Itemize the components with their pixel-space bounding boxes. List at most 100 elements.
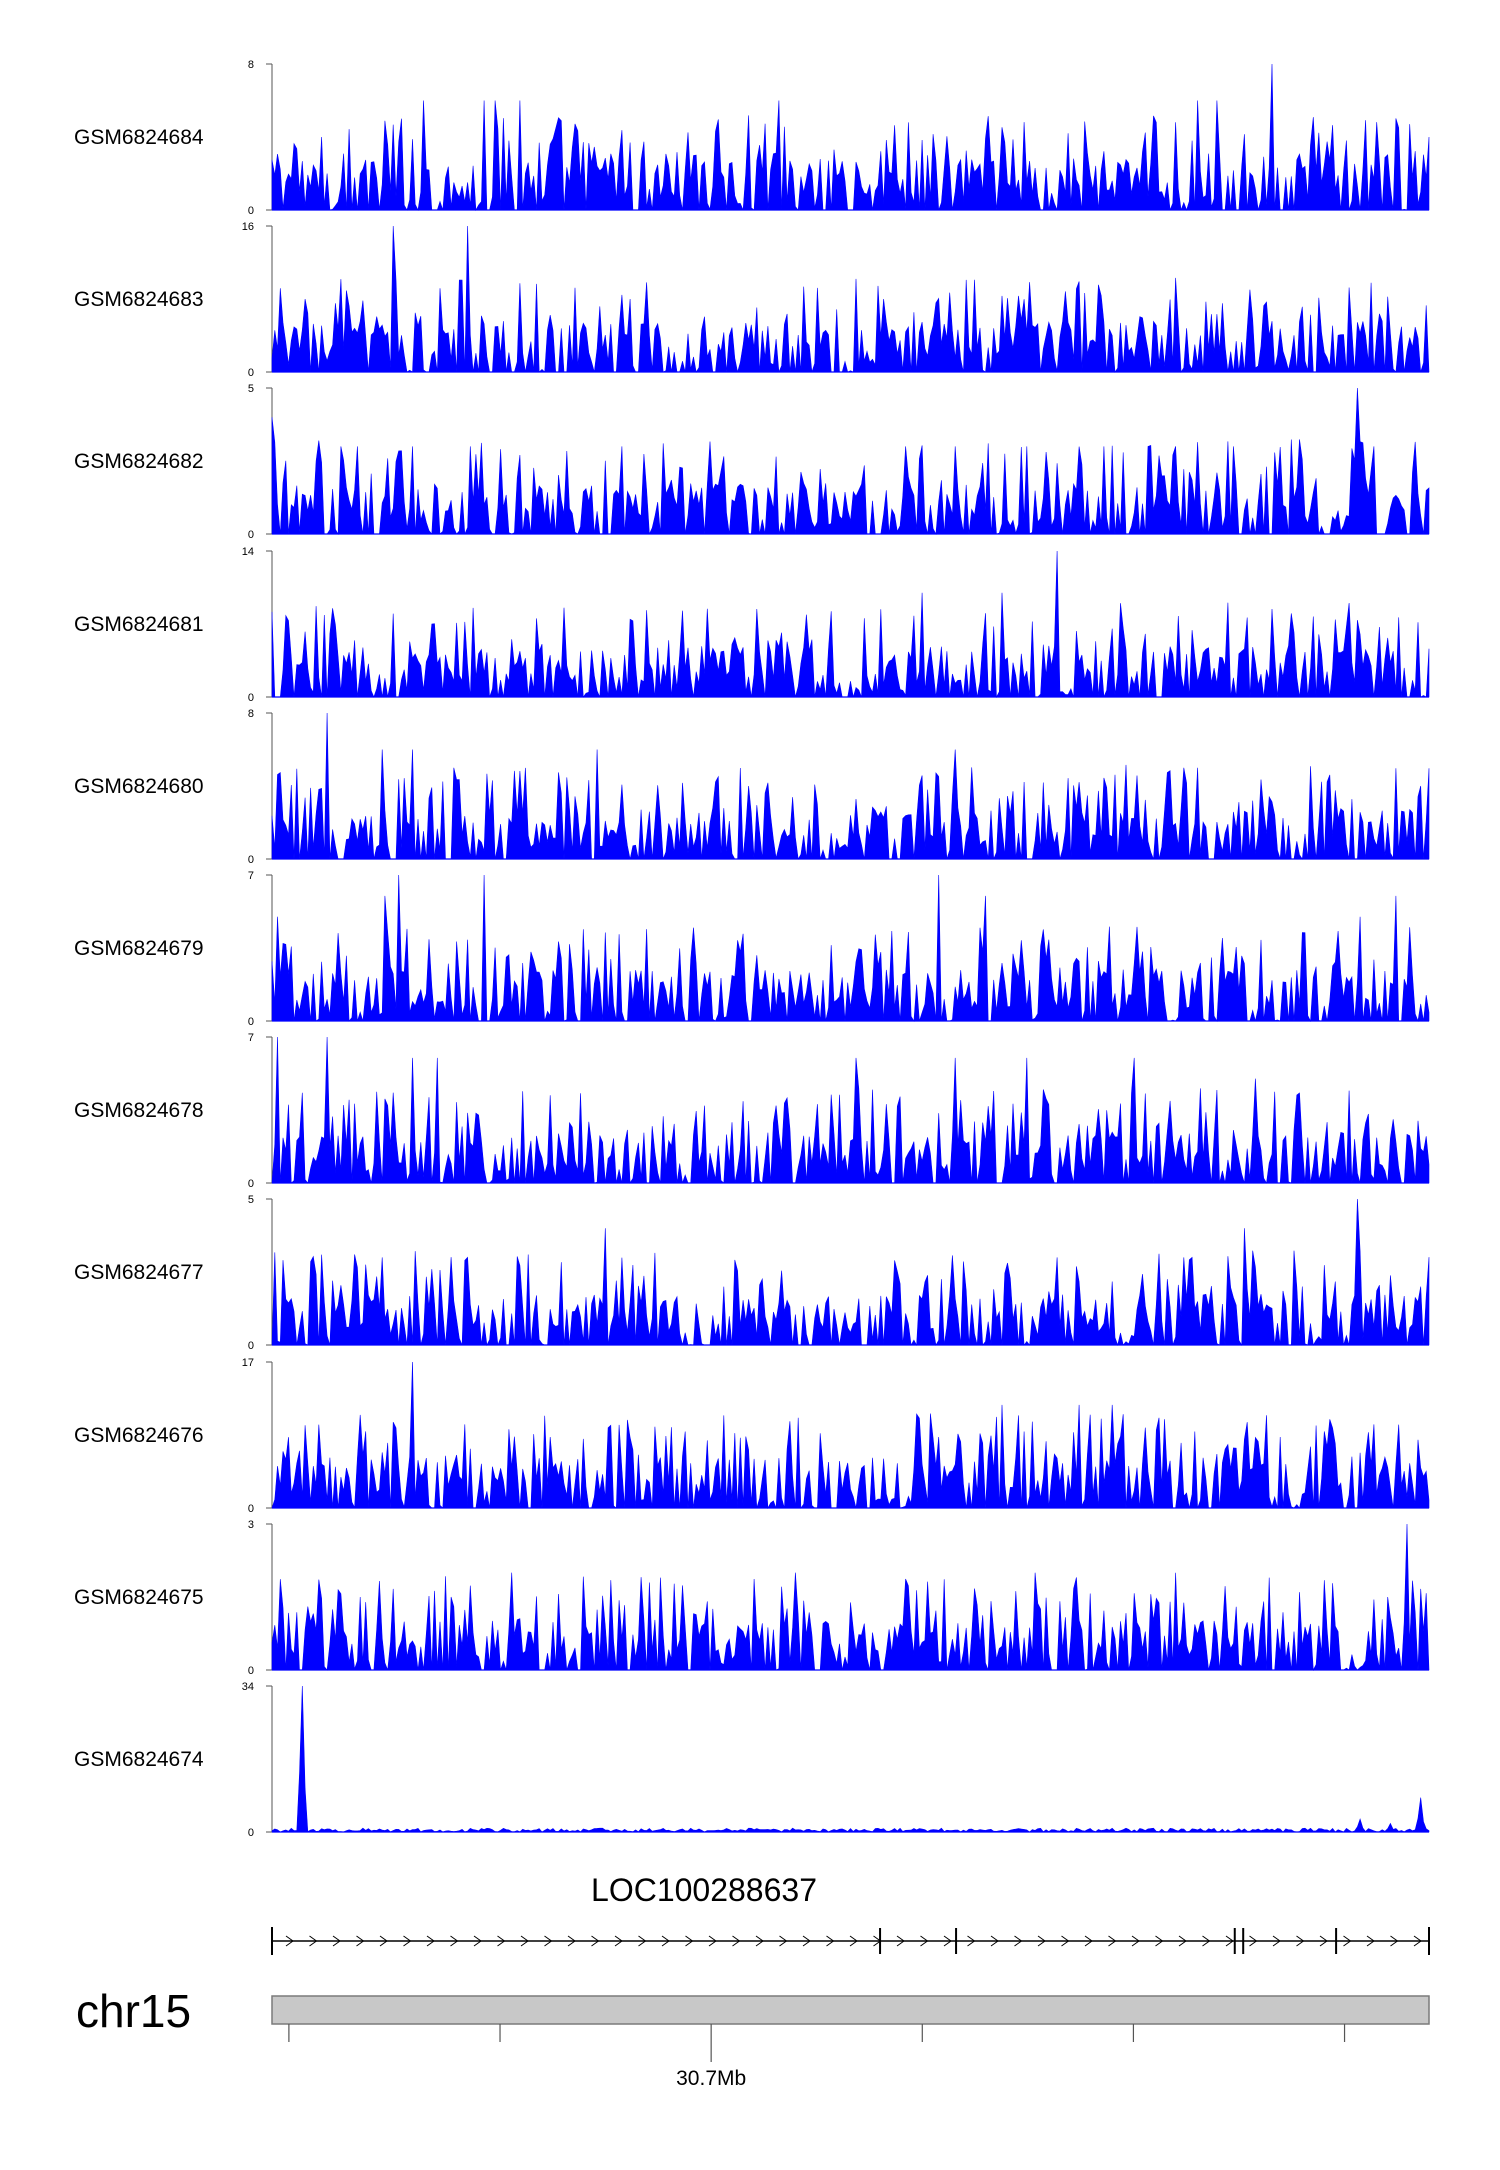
strand-arrow (1296, 1935, 1305, 1947)
y-tick-max: 17 (242, 1357, 254, 1369)
coverage-tracks: GSM682468480GSM6824683160GSM682468250GSM… (74, 59, 1430, 1839)
track-GSM6824684: GSM6824684 8 0 (74, 59, 1430, 217)
y-tick-min: 0 (248, 367, 254, 379)
strand-arrow (1131, 1935, 1140, 1947)
coverage-area (271, 712, 1430, 860)
track-label: GSM6824676 (74, 1424, 204, 1447)
strand-arrow (708, 1935, 717, 1947)
strand-arrow (356, 1935, 365, 1947)
strand-arrow (896, 1935, 905, 1947)
strand-arrow (685, 1935, 694, 1947)
strand-arrow (450, 1935, 459, 1947)
y-tick-max: 16 (242, 221, 254, 233)
strand-arrow (614, 1935, 623, 1947)
track-label: GSM6824674 (74, 1748, 204, 1771)
strand-arrow (1178, 1935, 1187, 1947)
track-label: GSM6824678 (74, 1099, 204, 1122)
coverage-area (271, 1685, 1430, 1833)
strand-arrow (1014, 1935, 1023, 1947)
strand-arrow (943, 1935, 952, 1947)
track-label: GSM6824680 (74, 775, 204, 798)
strand-arrow (544, 1935, 553, 1947)
strand-arrow (497, 1935, 506, 1947)
y-tick-max: 3 (248, 1519, 254, 1531)
strand-arrow (1413, 1935, 1422, 1947)
track-GSM6824681: GSM6824681 14 0 (74, 546, 1430, 704)
y-tick-max: 14 (242, 546, 254, 558)
strand-arrow (1249, 1935, 1258, 1947)
y-tick-max: 7 (248, 870, 254, 882)
gene-label: LOC100288637 (591, 1872, 817, 1908)
strand-arrow (332, 1935, 341, 1947)
coverage-area (271, 1361, 1430, 1510)
y-tick-min: 0 (248, 1016, 254, 1028)
strand-arrow (661, 1935, 670, 1947)
strand-arrow (638, 1935, 647, 1947)
strand-arrow (1202, 1935, 1211, 1947)
y-tick-max: 5 (248, 1194, 254, 1206)
track-GSM6824683: GSM6824683 16 0 (74, 221, 1430, 379)
y-tick-min: 0 (248, 854, 254, 866)
coverage-area (271, 550, 1430, 699)
strand-arrow (755, 1935, 764, 1947)
track-GSM6824680: GSM6824680 8 0 (74, 708, 1430, 866)
strand-arrow (403, 1935, 412, 1947)
gene-track: LOC100288637 (271, 1872, 1430, 1955)
track-label: GSM6824677 (74, 1261, 204, 1284)
track-label: GSM6824683 (74, 288, 204, 311)
strand-arrow (1155, 1935, 1164, 1947)
strand-arrow (1037, 1935, 1046, 1947)
chromosome-label: chr15 (76, 1985, 191, 2037)
strand-arrow (849, 1935, 858, 1947)
y-tick-min: 0 (248, 1827, 254, 1839)
strand-arrow (779, 1935, 788, 1947)
y-tick-max: 34 (242, 1681, 254, 1693)
strand-arrow (426, 1935, 435, 1947)
y-tick-min: 0 (248, 1178, 254, 1190)
strand-arrow (920, 1935, 929, 1947)
coverage-area (271, 1036, 1430, 1184)
track-GSM6824677: GSM6824677 5 0 (74, 1194, 1430, 1352)
track-label: GSM6824681 (74, 613, 204, 636)
y-tick-max: 7 (248, 1032, 254, 1044)
coverage-area (271, 874, 1430, 1023)
strand-arrow (473, 1935, 482, 1947)
coverage-area (271, 1523, 1430, 1672)
strand-arrow (591, 1935, 600, 1947)
strand-arrow (1390, 1935, 1399, 1947)
track-label: GSM6824682 (74, 450, 204, 473)
track-GSM6824676: GSM6824676 17 0 (74, 1357, 1430, 1515)
coverage-area (271, 63, 1430, 212)
strand-arrow (309, 1935, 318, 1947)
strand-arrow (379, 1935, 388, 1947)
strand-arrow (567, 1935, 576, 1947)
ideogram-track: chr15 30.7Mb (76, 1985, 1430, 2090)
strand-arrow (520, 1935, 529, 1947)
track-label: GSM6824675 (74, 1586, 204, 1609)
track-GSM6824682: GSM6824682 5 0 (74, 383, 1430, 541)
y-tick-min: 0 (248, 205, 254, 217)
strand-arrow (967, 1935, 976, 1947)
y-tick-min: 0 (248, 1503, 254, 1515)
y-tick-max: 8 (248, 59, 254, 71)
y-tick-min: 0 (248, 692, 254, 704)
chromosome-bar (271, 1995, 1430, 2025)
track-GSM6824678: GSM6824678 7 0 (74, 1032, 1430, 1190)
strand-arrow (1108, 1935, 1117, 1947)
y-tick-min: 0 (248, 529, 254, 541)
y-tick-max: 8 (248, 708, 254, 720)
strand-arrow (1061, 1935, 1070, 1947)
strand-arrow (826, 1935, 835, 1947)
y-tick-max: 5 (248, 383, 254, 395)
strand-arrow (1343, 1935, 1352, 1947)
strand-arrow (1366, 1935, 1375, 1947)
coverage-area (271, 225, 1430, 373)
y-tick-min: 0 (248, 1665, 254, 1677)
track-GSM6824674: GSM6824674 34 0 (74, 1681, 1430, 1839)
track-label: GSM6824684 (74, 126, 204, 149)
coverage-area (271, 387, 1430, 536)
track-GSM6824679: GSM6824679 7 0 (74, 870, 1430, 1028)
coverage-area (271, 1198, 1430, 1347)
strand-arrow (285, 1935, 294, 1947)
